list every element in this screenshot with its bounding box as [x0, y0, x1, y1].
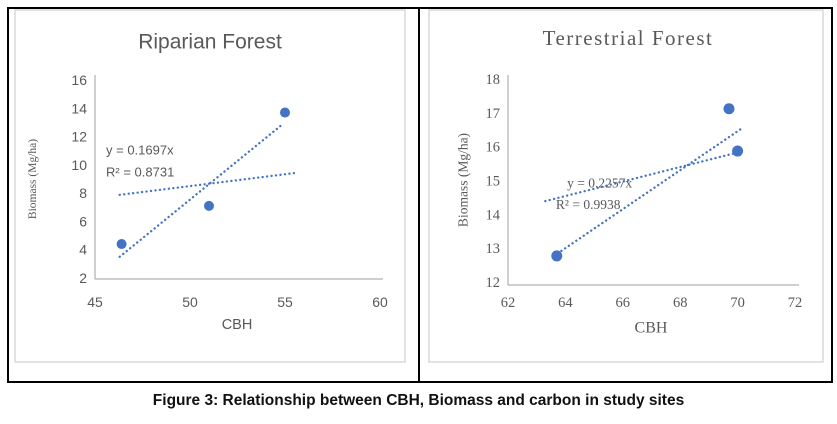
- y-tick-label: 15: [486, 174, 501, 190]
- linear-trendline: [552, 126, 745, 258]
- data-point: [116, 239, 127, 250]
- origin-trendline: [544, 149, 745, 203]
- terrestrial-forest-panel: Terrestrial Forest CBH Biomass (Mg/ha) 62 64…: [420, 9, 829, 381]
- x-tick-label: 62: [501, 295, 516, 311]
- data-point: [551, 250, 563, 262]
- y-tick-label: 13: [486, 241, 501, 257]
- x-axis-title: CBH: [635, 320, 668, 337]
- y-tick-label: 8: [79, 185, 87, 201]
- panel-divider: [418, 9, 420, 381]
- riparian-forest-chart: Riparian Forest CBH Biomass (Mg/ha) 45 50 55 6…: [14, 9, 406, 363]
- figure-border-box: Riparian Forest CBH Biomass (Mg/ha) 45 50 55 6…: [7, 7, 833, 383]
- data-point: [204, 200, 214, 211]
- data-point: [280, 107, 290, 118]
- x-axis-title: CBH: [222, 317, 253, 333]
- x-tick-label: 55: [277, 294, 293, 310]
- x-tick-label: 50: [182, 294, 198, 310]
- y-tick-label: 17: [486, 106, 501, 122]
- y-tick-label: 12: [71, 129, 87, 145]
- y-tick-label: 16: [486, 140, 501, 156]
- y-axis-title: Biomass (Mg/ha): [27, 139, 39, 219]
- equation-label: y = 0.1697x: [106, 142, 174, 157]
- riparian-forest-panel: Riparian Forest CBH Biomass (Mg/ha) 45 50 55 6…: [9, 9, 418, 381]
- equation-label: R² = 0.8731: [106, 164, 174, 179]
- chart-area-border: [428, 9, 824, 363]
- y-tick-label: 4: [79, 242, 87, 258]
- y-tick-label: 16: [71, 72, 87, 88]
- linear-trendline: [118, 122, 285, 258]
- x-tick-label: 66: [616, 295, 631, 311]
- x-tick-label: 64: [558, 295, 573, 311]
- y-tick-label: 14: [486, 207, 501, 223]
- data-point: [732, 145, 744, 157]
- y-tick-label: 10: [71, 157, 87, 173]
- x-tick-label: 45: [87, 294, 103, 310]
- y-axis-title: Biomass (Mg/ha): [456, 133, 471, 227]
- y-tick-label: 12: [486, 275, 501, 291]
- terrestrial-forest-chart: Terrestrial Forest CBH Biomass (Mg/ha) 62 64…: [428, 9, 824, 363]
- x-tick-label: 60: [372, 294, 388, 310]
- chart-area-border: [14, 9, 406, 363]
- y-tick-label: 6: [79, 213, 87, 229]
- data-point: [723, 103, 735, 115]
- y-tick-label: 2: [79, 270, 87, 286]
- equation-label: y = 0.2257x: [567, 175, 632, 190]
- y-tick-label: 18: [486, 72, 501, 88]
- chart-title: Riparian Forest: [138, 31, 282, 54]
- figure-caption: Figure 3: Relationship between CBH, Biom…: [152, 392, 685, 409]
- x-tick-label: 68: [673, 295, 688, 311]
- y-tick-label: 14: [71, 100, 87, 116]
- x-tick-label: 70: [730, 295, 745, 311]
- equation-label: R² = 0.9938: [556, 197, 621, 212]
- x-tick-label: 72: [788, 295, 803, 311]
- chart-title: Terrestrial Forest: [543, 26, 714, 50]
